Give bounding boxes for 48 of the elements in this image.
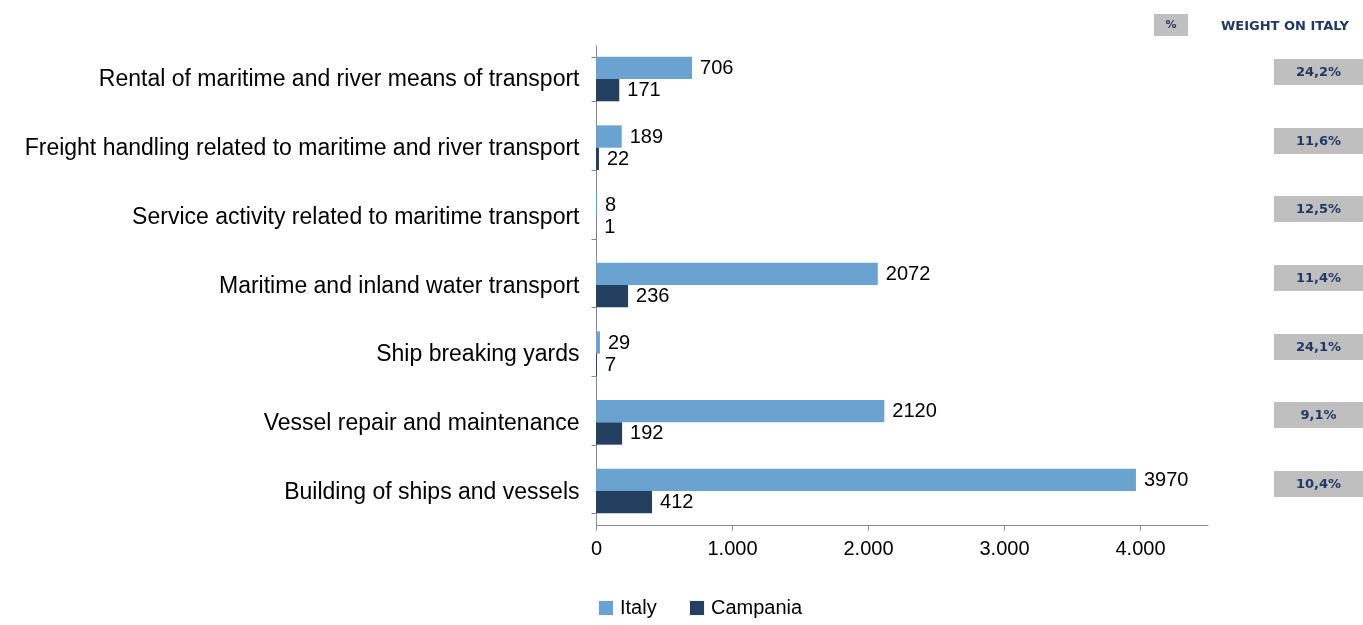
data-label: 8 — [605, 193, 617, 216]
y-tick-label: Building of ships and vessels — [284, 477, 580, 504]
y-tick-label: Vessel repair and maintenance — [263, 408, 580, 435]
data-label: 706 — [700, 55, 734, 78]
bar — [596, 285, 629, 308]
bar — [596, 491, 653, 514]
data-label: 192 — [630, 421, 664, 444]
x-tick-label: 2.000 — [843, 536, 894, 559]
data-label: 22 — [606, 146, 630, 169]
text: 24,2% — [1274, 58, 1363, 85]
x-tick-label: 1.000 — [707, 536, 758, 559]
legend-label: Campania — [711, 596, 804, 618]
x-tick-label: 3.000 — [979, 536, 1030, 559]
y-tick-label: Service activity related to maritime transport — [132, 202, 581, 229]
bar — [596, 422, 623, 445]
data-label: 2120 — [892, 399, 937, 422]
data-label: 3970 — [1143, 467, 1189, 490]
bar — [596, 147, 599, 170]
bar — [596, 78, 620, 102]
text: 10,4% — [1274, 471, 1363, 497]
text: 12,5% — [1274, 196, 1363, 223]
bar — [596, 468, 1136, 492]
data-label: 7 — [604, 352, 617, 375]
text: 11,4% — [1274, 265, 1363, 291]
y-tick-label: Freight handling related to maritime and river transport — [24, 134, 581, 161]
percent-header-box: % — [1154, 14, 1188, 36]
y-tick-label: Maritime and inland water transport — [219, 271, 581, 298]
bar — [596, 331, 600, 354]
data-label: 1 — [604, 215, 616, 238]
text: 24,1% — [1274, 333, 1363, 360]
data-label: 236 — [636, 284, 670, 307]
data-label: 171 — [627, 78, 661, 101]
data-label: 29 — [607, 330, 631, 353]
y-tick-label: Rental of maritime and river means of transport — [98, 65, 581, 92]
data-label: 412 — [660, 490, 694, 513]
bar — [596, 262, 878, 285]
bar — [596, 125, 622, 148]
y-tick-label: Ship breaking yards — [376, 340, 580, 367]
bar — [596, 56, 693, 79]
text: 9,1% — [1274, 402, 1363, 429]
data-label: 189 — [629, 124, 664, 147]
text: 11,6% — [1274, 127, 1363, 154]
legend-label: Italy — [620, 596, 657, 618]
bar — [596, 400, 885, 423]
data-label: 2072 — [885, 261, 931, 284]
x-tick-label: 0 — [590, 536, 603, 559]
x-tick-label: 4.000 — [1115, 536, 1166, 559]
text: WEIGHT ON ITALY — [1221, 18, 1349, 33]
